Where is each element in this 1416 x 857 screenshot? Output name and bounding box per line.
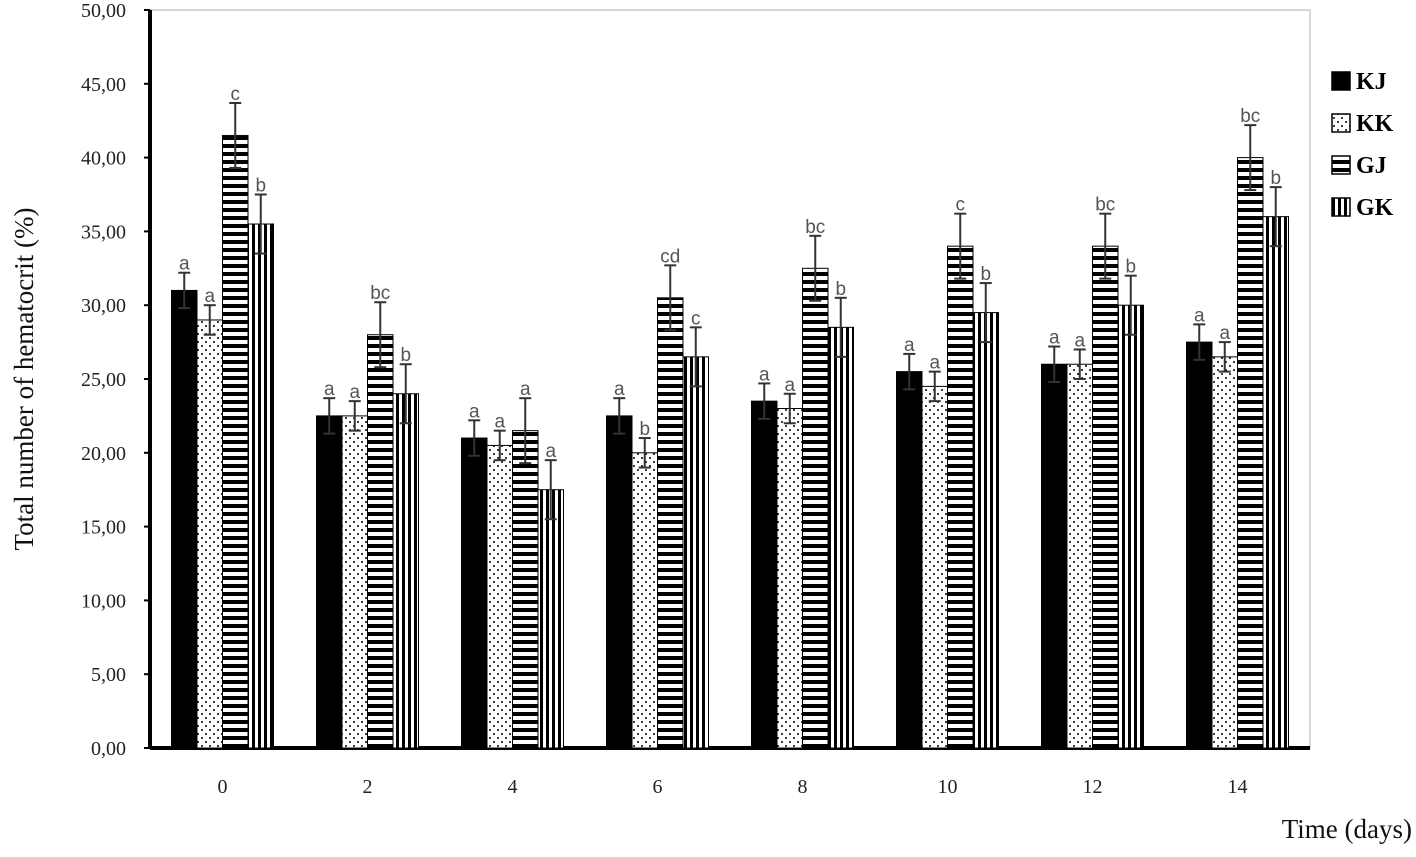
bar-gk [1262, 216, 1289, 749]
y-tick-label: 5,00 [91, 664, 126, 686]
bar-gk [972, 312, 999, 749]
significance-label: b [639, 419, 650, 440]
bar-kk [921, 385, 948, 749]
x-tick-label: 2 [363, 776, 373, 798]
x-tick-label: 0 [218, 776, 228, 798]
y-tick-label: 35,00 [81, 221, 126, 243]
significance-label: a [904, 335, 915, 356]
legend-swatch-gj [1331, 155, 1351, 175]
bar-gj [802, 267, 829, 749]
significance-label: b [1125, 257, 1136, 278]
bar-gj [947, 245, 974, 749]
y-tick-label: 40,00 [81, 148, 126, 170]
bar-kk [196, 319, 223, 749]
y-tick-label: 45,00 [81, 74, 126, 96]
bar-kk [1066, 363, 1093, 749]
significance-label: a [929, 353, 940, 374]
significance-label: b [980, 264, 991, 285]
significance-label: cd [660, 246, 680, 267]
legend-swatch-gk [1331, 197, 1351, 217]
legend-swatch-kj [1331, 71, 1351, 91]
bar-kk [776, 408, 803, 749]
bar-gk [247, 223, 274, 749]
legend-label-kk: KK [1356, 111, 1394, 137]
legend-label-gj: GJ [1356, 153, 1387, 179]
significance-label: a [545, 441, 556, 462]
bar-kj [1186, 341, 1213, 749]
significance-label: a [1219, 323, 1230, 344]
y-tick-label: 25,00 [81, 369, 126, 391]
significance-label: b [1270, 168, 1281, 189]
significance-label: c [231, 84, 241, 105]
legend: KJ KK GJ GK [1331, 69, 1394, 221]
bar-gj [1092, 245, 1119, 749]
x-axis-ticks: 0 2 4 6 8 10 12 14 [218, 776, 1248, 798]
x-tick-label: 14 [1228, 776, 1248, 798]
bar-kk [631, 452, 658, 749]
significance-label: b [255, 176, 266, 197]
significance-label: bc [805, 217, 825, 238]
legend-label-kj: KJ [1356, 69, 1387, 95]
significance-label: c [956, 195, 966, 216]
bar-gk [827, 326, 854, 749]
bar-gk [392, 393, 419, 749]
significance-label: b [835, 279, 846, 300]
significance-label: c [691, 308, 701, 329]
bar-kj [1041, 363, 1068, 749]
significance-label: a [204, 286, 215, 307]
significance-label: a [494, 412, 505, 433]
bar-gk [537, 489, 564, 749]
x-tick-label: 8 [798, 776, 808, 798]
x-tick-label: 6 [653, 776, 663, 798]
bar-kk [1211, 356, 1238, 749]
bar-kj [606, 415, 633, 749]
significance-label: a [179, 254, 190, 275]
significance-label: bc [370, 283, 390, 304]
bar-gj [1237, 157, 1264, 749]
bar-gj [512, 430, 539, 749]
bar-kj [171, 289, 198, 749]
significance-label: a [469, 401, 480, 422]
bar-kj [316, 415, 343, 749]
bar-kj [751, 400, 778, 749]
x-tick-label: 10 [938, 776, 958, 798]
y-tick-label: 20,00 [81, 443, 126, 465]
x-tick-label: 12 [1083, 776, 1103, 798]
y-axis-title: Total number of hematocrit (%) [9, 208, 39, 551]
significance-label: a [614, 379, 625, 400]
significance-label: a [759, 364, 770, 385]
bar-gk [682, 356, 709, 749]
bar-kk [486, 444, 513, 749]
bar-gj [657, 297, 684, 749]
significance-label: a [349, 382, 360, 403]
significance-label: a [1074, 330, 1085, 351]
significance-label: a [520, 379, 531, 400]
significance-label: bc [1240, 106, 1260, 127]
significance-label: bc [1095, 195, 1115, 216]
bar-kk [341, 415, 368, 749]
bar-gk [1117, 304, 1144, 749]
y-axis-ticks: 0,00 5,00 10,00 15,00 20,00 25,00 30,00 35,00 40… [81, 0, 150, 760]
significance-label: a [784, 375, 795, 396]
x-axis-title: Time (days) [1282, 814, 1412, 844]
significance-label: a [1194, 305, 1205, 326]
y-tick-label: 30,00 [81, 295, 126, 317]
legend-swatch-kk [1331, 113, 1351, 133]
bar-gj [222, 134, 249, 749]
significance-label: a [1049, 328, 1060, 349]
y-tick-label: 15,00 [81, 517, 126, 539]
significance-label: b [400, 345, 411, 366]
bar-kj [461, 437, 488, 749]
y-tick-label: 0,00 [91, 738, 126, 760]
legend-label-gk: GK [1356, 195, 1394, 221]
bar-kj [896, 371, 923, 749]
x-tick-label: 4 [508, 776, 518, 798]
significance-label: a [324, 379, 335, 400]
bar-gj [367, 334, 394, 749]
y-tick-label: 50,00 [81, 0, 126, 22]
y-tick-label: 10,00 [81, 590, 126, 612]
